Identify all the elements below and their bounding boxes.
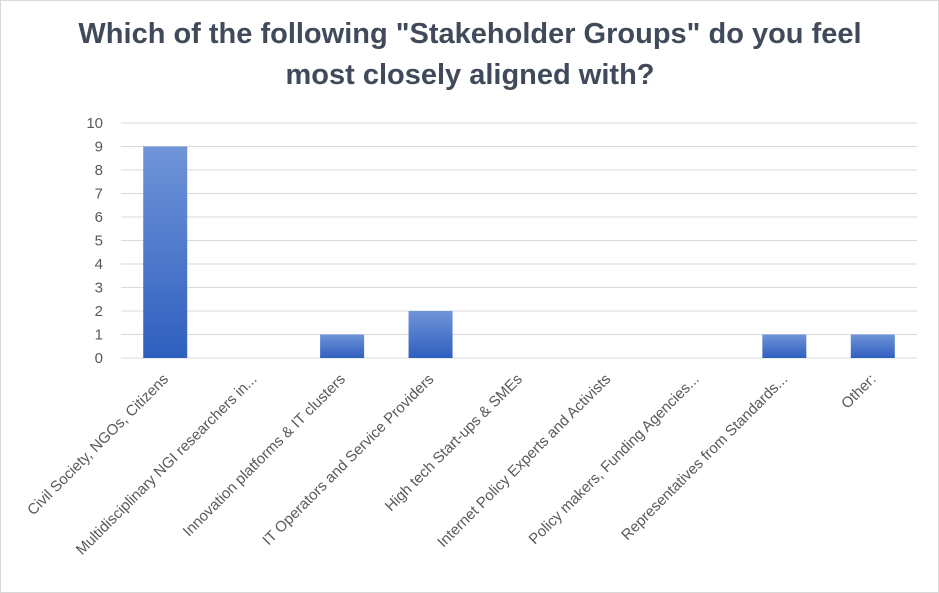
x-category-label: Civil Society, NGOs, Citizens — [24, 371, 172, 519]
x-category-label: Representatives from Standards... — [618, 371, 791, 544]
y-tick-label: 8 — [95, 162, 103, 179]
y-tick-label: 4 — [95, 256, 103, 273]
y-tick-label: 0 — [95, 350, 103, 367]
x-axis-category-labels: Civil Society, NGOs, CitizensMultidiscip… — [24, 371, 880, 559]
y-tick-label: 2 — [95, 303, 103, 320]
y-axis-tick-labels: 0 1 2 3 4 5 6 7 8 9 10 — [86, 115, 103, 367]
bar-7 — [762, 334, 807, 358]
gridlines — [121, 122, 917, 359]
y-tick-label: 7 — [95, 186, 103, 203]
x-category-label: Innovation platforms & IT clusters — [180, 371, 349, 540]
x-category-label: IT Operators and Service Providers — [259, 371, 437, 549]
x-category-label: Internet Policy Experts and Activists — [434, 371, 614, 551]
chart-title: Which of the following "Stakeholder Grou… — [78, 18, 862, 91]
bar-2 — [320, 334, 365, 358]
bars — [143, 146, 895, 358]
bar-8 — [850, 334, 895, 358]
y-tick-label: 5 — [95, 233, 103, 250]
y-tick-label: 3 — [95, 280, 103, 297]
x-category-label: Multidisciplinary NGI researchers in... — [73, 371, 261, 559]
y-tick-label: 10 — [86, 115, 103, 132]
x-category-label: Other: — [838, 371, 879, 412]
y-tick-label: 1 — [95, 327, 103, 344]
x-category-label: Policy makers, Funding Agencies... — [526, 371, 703, 548]
y-tick-label: 9 — [95, 139, 103, 156]
bar-3 — [408, 311, 453, 358]
y-tick-label: 6 — [95, 209, 103, 226]
bar-0 — [143, 146, 188, 358]
